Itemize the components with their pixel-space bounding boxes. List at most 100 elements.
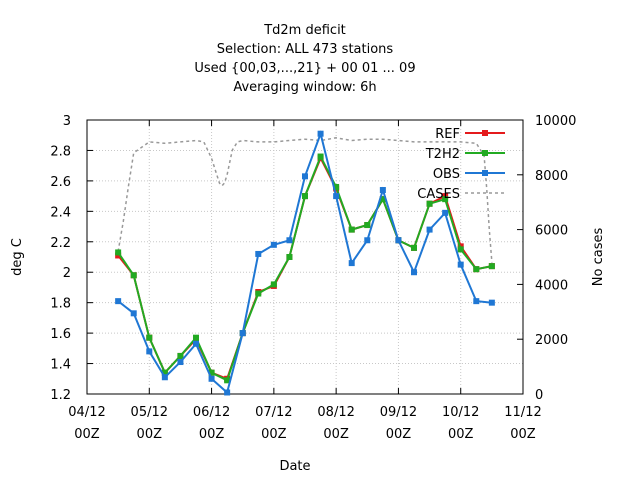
legend-label: REF	[435, 127, 460, 142]
data-point-obs	[239, 330, 246, 337]
y-tick-label: 2.6	[50, 175, 71, 190]
data-point-obs	[488, 299, 495, 306]
data-point-t2h2	[177, 352, 184, 359]
legend-item: OBS	[433, 167, 505, 182]
data-point-obs	[317, 130, 324, 137]
y2-tick-label: 8000	[535, 169, 568, 184]
data-point-obs	[411, 269, 417, 276]
x-tick-label: 00Z	[74, 427, 100, 442]
title-line: Used {00,03,...,21} + 00 01 ... 09	[194, 61, 415, 76]
y-tick-label: 1.6	[50, 327, 71, 342]
x-axis-label: Date	[279, 459, 310, 474]
legend-item: REF	[435, 127, 505, 142]
legend-item: CASES	[417, 187, 505, 202]
data-point-t2h2	[457, 246, 464, 253]
data-point-obs	[442, 209, 449, 216]
y-tick-label: 2.4	[50, 205, 71, 220]
series-cases	[117, 137, 493, 263]
data-point-obs	[473, 298, 480, 305]
data-point-obs	[348, 260, 355, 267]
data-point-ref	[115, 252, 122, 259]
data-point-obs	[270, 241, 277, 248]
data-point-t2h2	[411, 244, 417, 251]
data-point-obs	[177, 359, 184, 366]
data-point-t2h2	[286, 254, 293, 260]
x-tick-label: 00Z	[510, 427, 536, 442]
data-point-obs	[426, 226, 433, 233]
data-point-t2h2	[302, 193, 308, 200]
y2-tick-label: 6000	[535, 224, 568, 239]
legend-marker	[482, 130, 488, 136]
x-tick-label: 00Z	[199, 427, 225, 442]
y-tick-label: 2	[63, 266, 71, 281]
data-point-t2h2	[348, 226, 355, 233]
series-obs	[115, 130, 495, 396]
data-point-t2h2	[130, 272, 137, 279]
y-tick-label: 1.8	[50, 297, 71, 312]
data-point-t2h2	[146, 334, 153, 341]
x-tick-label: 00Z	[448, 427, 474, 442]
data-point-t2h2	[193, 334, 199, 341]
data-point-obs	[130, 310, 137, 317]
data-point-t2h2	[488, 263, 495, 270]
series	[115, 130, 495, 396]
data-point-t2h2	[115, 249, 122, 256]
legend-label: T2H2	[425, 147, 460, 162]
title-line: Selection: ALL 473 stations	[217, 42, 394, 57]
y-axis-ticks: 1.2 1.4 1.6 1.8 2 2.2 2.4 2.6 2.8 3	[50, 114, 93, 403]
x-tick-label: 08/12	[317, 405, 354, 420]
y-tick-label: 2.2	[50, 236, 71, 251]
data-point-obs	[379, 187, 386, 194]
data-point-t2h2	[224, 377, 231, 384]
y-axis-label: deg C	[10, 238, 25, 276]
data-point-t2h2	[161, 369, 168, 376]
x-tick-label: 07/12	[255, 405, 292, 420]
data-point-obs	[302, 173, 308, 180]
x-tick-label: 00Z	[323, 427, 349, 442]
x-tick-label: 09/12	[380, 405, 417, 420]
x-tick-label: 10/12	[442, 405, 479, 420]
grid	[87, 120, 523, 394]
x-tick-label: 00Z	[137, 427, 163, 442]
data-point-obs	[208, 375, 215, 382]
x-tick-label: 00Z	[386, 427, 412, 442]
data-point-obs	[193, 340, 199, 347]
data-point-t2h2	[255, 290, 262, 297]
y-tick-label: 1.2	[50, 388, 71, 403]
data-point-t2h2	[426, 200, 433, 207]
chart-title: Td2m deficit Selection: ALL 473 stations U…	[194, 23, 415, 95]
x-tick-label: 05/12	[131, 405, 168, 420]
y2-tick-label: 2000	[535, 333, 568, 348]
y2-tick-label: 4000	[535, 278, 568, 293]
y2-tick-label: 0	[535, 388, 543, 403]
y2-axis-label: No cases	[591, 228, 606, 287]
data-point-obs	[457, 261, 464, 268]
data-point-t2h2	[208, 369, 215, 376]
y-tick-label: 3	[63, 114, 71, 129]
data-point-obs	[333, 193, 340, 200]
title-line: Averaging window: 6h	[233, 80, 376, 95]
x-tick-label: 06/12	[193, 405, 230, 420]
legend: REF T2H2 OBS CASES	[417, 127, 505, 202]
data-point-obs	[364, 237, 371, 244]
data-point-t2h2	[364, 222, 371, 229]
legend-marker	[482, 170, 488, 176]
plot-frame	[86, 119, 524, 395]
y-tick-label: 2.8	[50, 144, 71, 159]
data-point-t2h2	[270, 281, 277, 288]
data-point-t2h2	[379, 196, 386, 203]
legend-label: OBS	[433, 167, 460, 182]
series-line-cases	[117, 137, 493, 263]
data-point-t2h2	[333, 183, 340, 190]
data-point-obs	[395, 237, 402, 244]
legend-item: T2H2	[425, 147, 505, 162]
y2-axis-ticks: 0 2000 4000 6000 8000 10000	[517, 114, 576, 403]
legend-marker	[482, 150, 488, 156]
data-point-obs	[224, 389, 231, 396]
x-tick-label: 04/12	[68, 405, 105, 420]
y2-tick-label: 10000	[535, 114, 576, 129]
data-point-obs	[161, 374, 168, 381]
data-point-obs	[146, 348, 153, 355]
title-line: Td2m deficit	[263, 23, 346, 38]
data-point-t2h2	[317, 153, 324, 160]
